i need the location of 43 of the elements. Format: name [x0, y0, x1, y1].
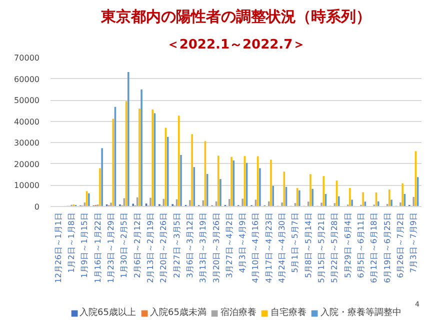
x-tick-label: 1月30日～2月5日	[120, 212, 129, 278]
legend-label: 自宅療養	[270, 306, 306, 319]
x-tick-label: 3月6日～3月12日	[185, 212, 194, 278]
x-tick-label: 1月23日～1月29日	[106, 212, 116, 284]
legend-label: 入院65歳以上	[80, 306, 136, 319]
x-tick-label: 5月22日～5月28日	[330, 212, 340, 284]
y-tick-label: 0	[34, 202, 40, 212]
x-tick-label: 4月17日～4月23日	[264, 212, 274, 284]
x-tick-label: 3月27日～4月2日	[224, 212, 234, 278]
y-tick-label: 30000	[14, 138, 40, 148]
x-tick-label: 1月16日～1月22日	[93, 212, 102, 284]
y-tick-label: 20000	[14, 160, 40, 169]
x-tick-label: 6月19日～6月25日	[382, 212, 392, 284]
x-tick-label: 4月3日～4月9日	[238, 212, 248, 273]
y-tick-label: 70000	[14, 54, 40, 62]
x-tick-label: 2月6日～2月12日	[132, 212, 142, 278]
x-tick-label: 3月13日～3月19日	[198, 212, 208, 284]
x-tick-label: 7月3日～7月9日	[409, 212, 418, 273]
x-tick-label: 5月15日～5月21日	[317, 212, 326, 284]
y-tick-label: 10000	[14, 181, 40, 190]
x-tick-label: 6月26日～7月2日	[396, 212, 405, 278]
y-tick-label: 40000	[14, 117, 40, 126]
x-tick-label: 6月12日～6月18日	[370, 212, 379, 284]
x-tick-label: 5月8日～5月14日	[304, 212, 313, 278]
x-tick-label: 1月2日～1月8日	[67, 212, 76, 273]
x-tick-label: 2月13日～2月19日	[146, 212, 155, 284]
x-tick-label: 6月5日～6月11日	[356, 212, 366, 278]
y-tick-label: 50000	[14, 96, 40, 106]
x-tick-label: 2月20日～2月26日	[159, 212, 168, 284]
x-tick-label: 1月9日～1月15日	[80, 212, 90, 278]
x-tick-label: 5月1日～5月7日	[290, 212, 300, 273]
x-tick-label: 4月10日～4月16日	[251, 212, 260, 284]
y-tick-label: 60000	[14, 74, 40, 84]
x-tick-label: 4月24日～4月30日	[278, 212, 287, 284]
chart-subtitle: ＜2022.1～2022.7＞	[166, 38, 306, 52]
x-tick-label: 3月20日～3月26日	[212, 212, 221, 284]
legend-label: 入院・療養等調整中	[320, 306, 402, 319]
x-tick-label: 5月29日～6月4日	[343, 212, 352, 278]
x-tick-label: 2月27日～3月5日	[172, 212, 182, 278]
legend-label: 宿泊療養	[220, 306, 256, 319]
chart-title: 東京都内の陽性者の調整状況（時系列）	[100, 8, 371, 26]
legend-label: 入院65歳未満	[150, 306, 206, 319]
x-tick-label: 12月26日～1月1日	[54, 212, 63, 284]
